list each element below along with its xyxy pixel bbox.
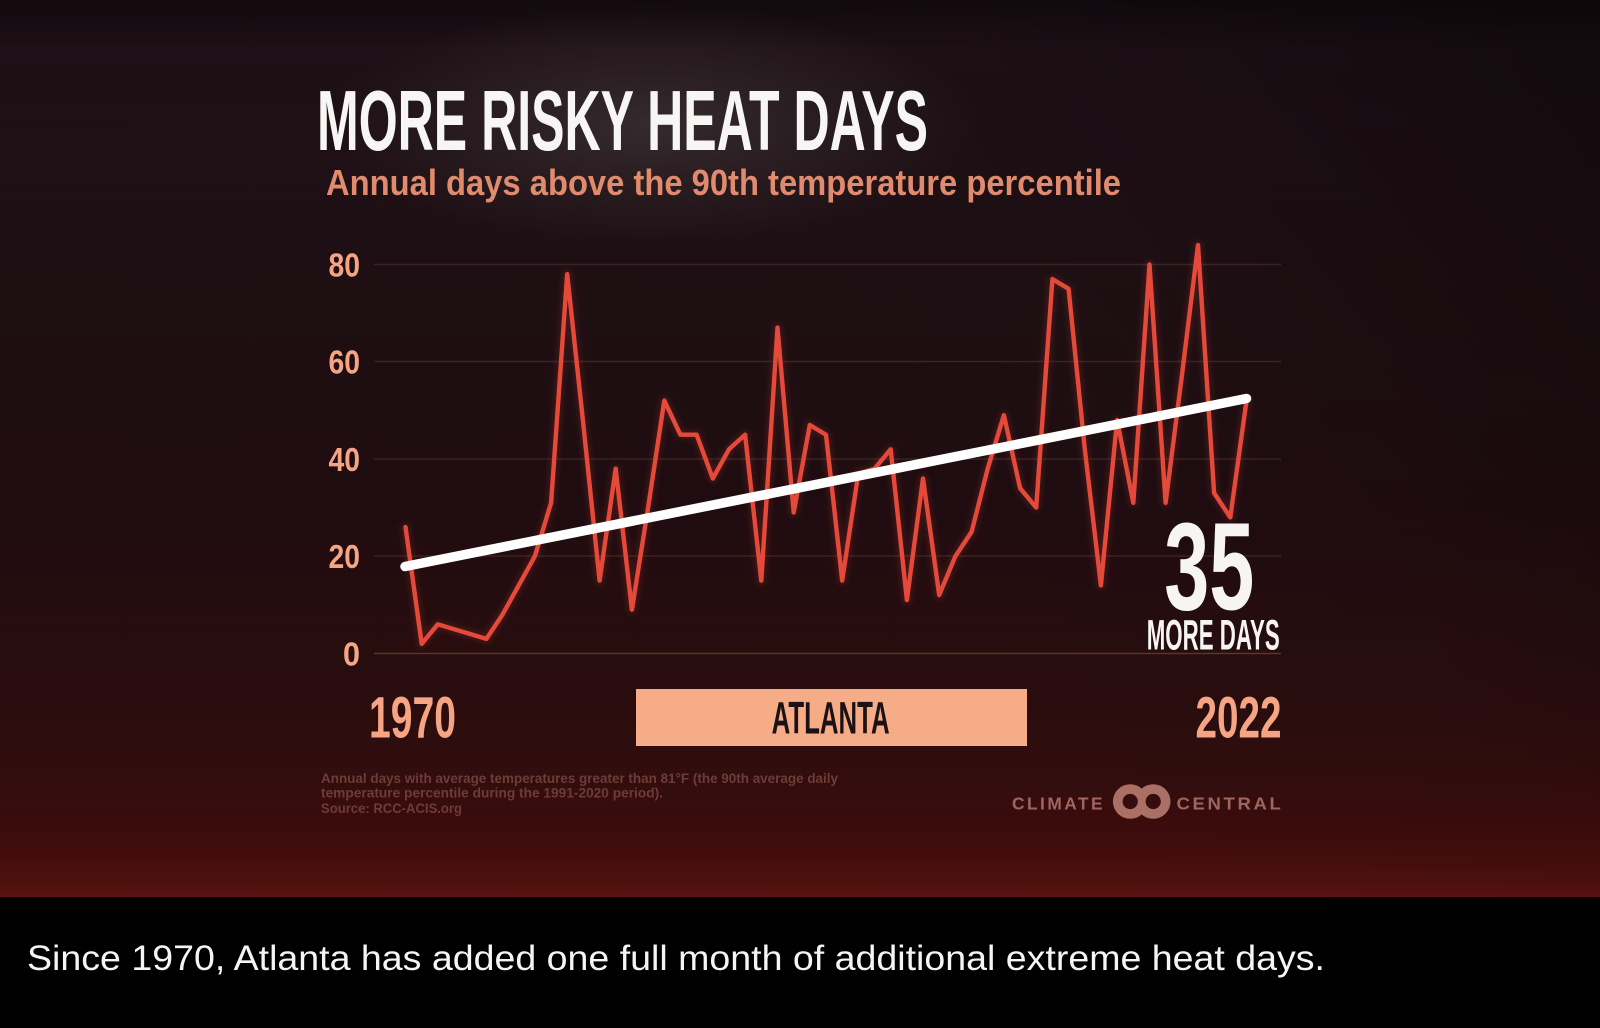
svg-text:Annual days above the 90th tem: Annual days above the 90th temperature p… — [326, 162, 1121, 203]
svg-text:Since 1970, Atlanta has added: Since 1970, Atlanta has added one full m… — [27, 939, 1325, 978]
svg-text:40: 40 — [329, 441, 361, 478]
svg-text:35: 35 — [1164, 498, 1254, 636]
svg-text:Annual days with average tempe: Annual days with average temperatures gr… — [321, 771, 838, 787]
svg-text:CLIMATE: CLIMATE — [1012, 794, 1105, 814]
svg-text:80: 80 — [329, 246, 361, 283]
svg-text:ATLANTA: ATLANTA — [772, 693, 890, 744]
svg-text:2022: 2022 — [1196, 685, 1282, 750]
svg-text:temperature percentile during: temperature percentile during the 1991-2… — [321, 786, 663, 802]
svg-text:Source: RCC-ACIS.org: Source: RCC-ACIS.org — [321, 801, 462, 817]
svg-text:60: 60 — [329, 343, 361, 380]
svg-text:CENTRAL: CENTRAL — [1177, 794, 1284, 814]
svg-text:20: 20 — [329, 538, 361, 575]
svg-text:MORE RISKY HEAT DAYS: MORE RISKY HEAT DAYS — [317, 74, 928, 169]
svg-text:MORE DAYS: MORE DAYS — [1147, 613, 1280, 660]
svg-text:1970: 1970 — [369, 685, 456, 750]
svg-text:0: 0 — [343, 635, 360, 672]
